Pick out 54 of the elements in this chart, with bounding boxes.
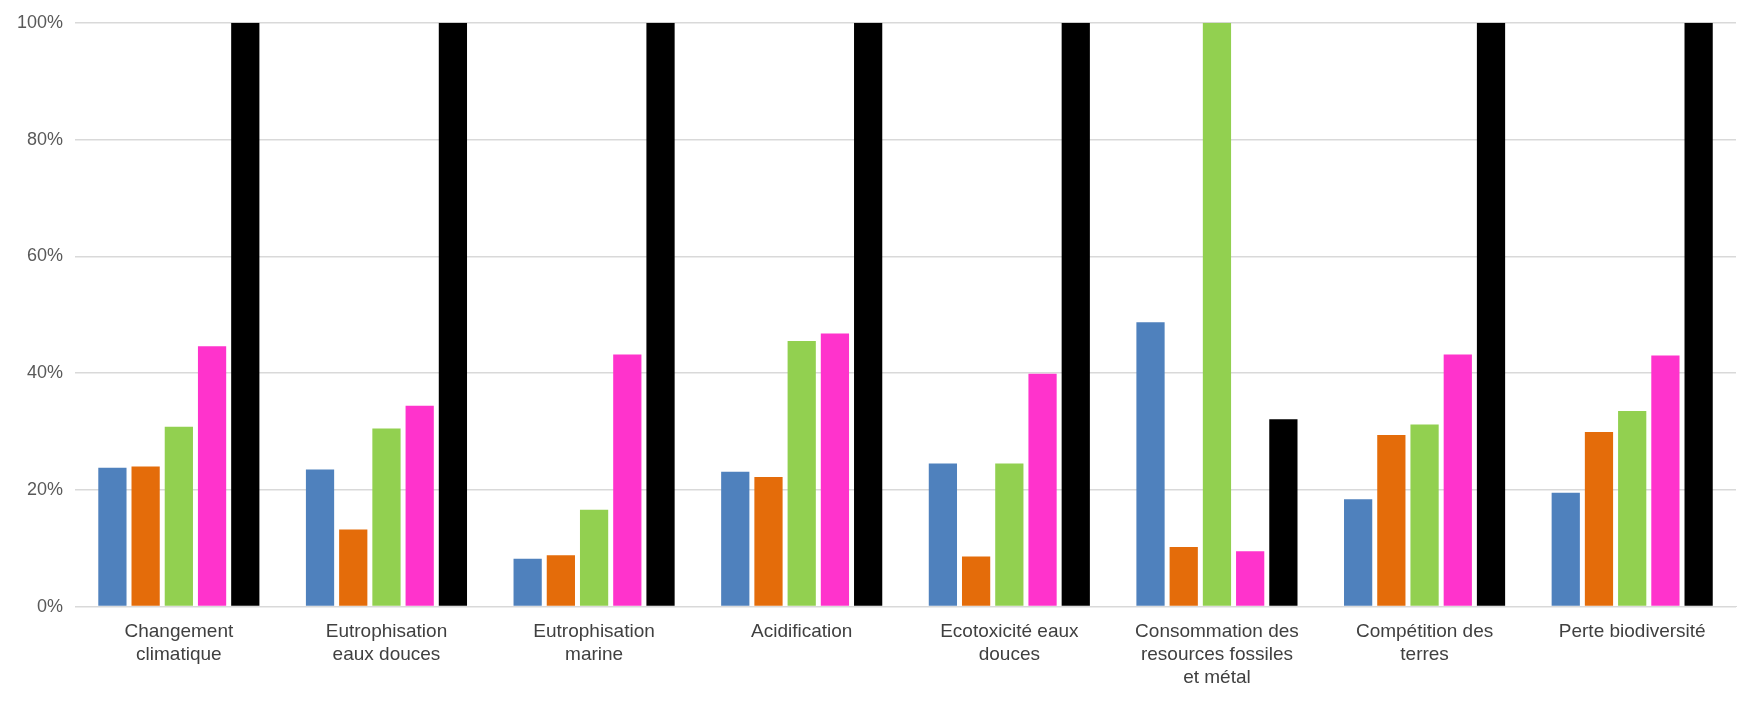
bar bbox=[405, 405, 434, 606]
x-tick-label: Compétition des terres bbox=[1355, 620, 1494, 665]
bar bbox=[1651, 355, 1680, 606]
y-tick-label: 100% bbox=[16, 11, 64, 32]
bar bbox=[197, 346, 227, 606]
bar bbox=[1202, 22, 1232, 606]
bar bbox=[820, 333, 850, 606]
bar bbox=[546, 555, 575, 606]
bar bbox=[513, 558, 542, 606]
bar bbox=[1236, 551, 1265, 606]
bar bbox=[1169, 547, 1198, 606]
bar bbox=[1377, 434, 1406, 606]
bar bbox=[1476, 22, 1506, 606]
y-tick-label: 20% bbox=[27, 478, 64, 499]
bar bbox=[231, 22, 260, 606]
bar bbox=[1410, 424, 1439, 606]
y-tick-label: 0% bbox=[37, 595, 64, 616]
x-tick-label: Eutrophisation eaux douces bbox=[325, 620, 448, 665]
bar bbox=[1551, 492, 1580, 606]
bar bbox=[1584, 432, 1614, 606]
bar bbox=[1136, 322, 1165, 606]
bar bbox=[1344, 499, 1373, 606]
bar bbox=[1443, 354, 1472, 606]
bar bbox=[613, 354, 642, 606]
x-tick-label: Consommation des resources fossiles et métal bbox=[1135, 620, 1299, 687]
bar bbox=[854, 22, 883, 606]
y-tick-label: 40% bbox=[27, 362, 64, 383]
bar bbox=[579, 509, 609, 606]
x-tick-label: Eutrophisation marine bbox=[533, 620, 655, 665]
bar bbox=[164, 426, 193, 606]
bar bbox=[98, 467, 127, 606]
x-tick-label: Ecotoxicité eaux douces bbox=[940, 620, 1079, 665]
bar bbox=[787, 340, 816, 606]
bar bbox=[1028, 373, 1057, 606]
bar bbox=[131, 466, 160, 606]
bar bbox=[1269, 419, 1298, 606]
bar bbox=[721, 471, 750, 606]
bar bbox=[928, 463, 958, 606]
bar bbox=[372, 428, 401, 606]
bar bbox=[646, 22, 675, 606]
bar bbox=[1061, 22, 1090, 606]
bar bbox=[339, 529, 368, 606]
y-tick-label: 80% bbox=[27, 128, 64, 149]
bar bbox=[754, 477, 783, 606]
x-tick-label: Acidification bbox=[751, 620, 853, 642]
bar bbox=[305, 469, 335, 606]
bar bbox=[961, 556, 991, 606]
x-tick-label: Changement climatique bbox=[124, 620, 234, 665]
bar bbox=[995, 463, 1024, 606]
bar bbox=[438, 22, 468, 606]
y-tick-label: 60% bbox=[27, 245, 64, 266]
bar bbox=[1684, 22, 1713, 606]
x-tick-label: Perte biodiversité bbox=[1558, 620, 1706, 642]
bar bbox=[1618, 411, 1647, 606]
